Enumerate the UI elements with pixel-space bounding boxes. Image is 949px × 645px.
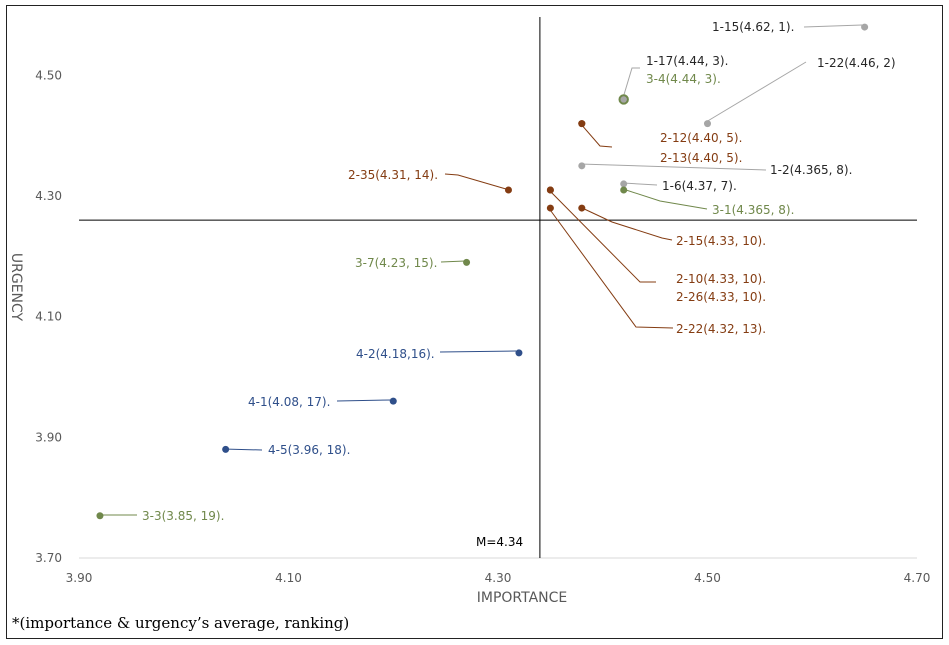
y-tick-label: 4.10 bbox=[35, 310, 62, 324]
leader-line bbox=[547, 206, 674, 329]
data-point-label: 3-1(4.365, 8). bbox=[712, 203, 794, 217]
data-point bbox=[620, 180, 628, 188]
data-point bbox=[515, 349, 523, 357]
leader-line bbox=[579, 206, 673, 241]
data-point-label: 1-17(4.44, 3). bbox=[646, 54, 728, 68]
leader-line bbox=[622, 67, 640, 99]
data-point bbox=[389, 397, 397, 405]
data-point bbox=[546, 204, 554, 212]
data-point bbox=[578, 204, 586, 212]
data-point bbox=[618, 94, 629, 105]
data-point-label: 3-4(4.44, 3). bbox=[646, 72, 721, 86]
leader-line bbox=[579, 122, 613, 148]
data-point-label: 2-12(4.40, 5). bbox=[660, 131, 742, 145]
data-point-label: 2-35(4.31, 14). bbox=[348, 168, 438, 182]
leader-line bbox=[705, 61, 807, 123]
data-point-label: 2-22(4.32, 13). bbox=[676, 322, 766, 336]
y-tick-label: 3.90 bbox=[35, 430, 62, 444]
leader-line bbox=[439, 350, 517, 353]
leader-line bbox=[622, 188, 708, 210]
data-point-label: 2-15(4.33, 10). bbox=[676, 234, 766, 248]
data-point-label: 4-1(4.08, 17). bbox=[248, 395, 330, 409]
y-axis-title: URGENCY bbox=[8, 253, 24, 322]
data-point-label: 2-26(4.33, 10). bbox=[676, 290, 766, 304]
leader-line bbox=[336, 399, 392, 402]
data-point-label: 2-13(4.40, 5). bbox=[660, 151, 742, 165]
data-point bbox=[861, 23, 869, 31]
chart-frame bbox=[6, 5, 943, 639]
data-point bbox=[578, 162, 586, 170]
y-tick-label: 4.50 bbox=[35, 68, 62, 82]
x-tick-label: 4.50 bbox=[694, 571, 721, 585]
data-point bbox=[546, 186, 554, 194]
mean-line-label: M=4.34 bbox=[476, 535, 523, 549]
leader-line bbox=[222, 448, 263, 451]
data-point-label: 1-6(4.37, 7). bbox=[662, 179, 737, 193]
data-point bbox=[96, 512, 104, 520]
leader-line bbox=[440, 260, 466, 263]
data-point bbox=[704, 120, 711, 128]
leader-line bbox=[444, 173, 507, 190]
x-tick-label: 4.70 bbox=[904, 571, 931, 585]
data-point bbox=[620, 186, 628, 194]
leader-line bbox=[622, 182, 658, 186]
data-point bbox=[578, 120, 586, 128]
data-point-label: 2-10(4.33, 10). bbox=[676, 272, 766, 286]
data-point bbox=[222, 445, 230, 453]
y-tick-label: 4.30 bbox=[35, 189, 62, 203]
data-point-label: 4-5(3.96, 18). bbox=[268, 443, 350, 457]
data-point-label: 4-2(4.18,16). bbox=[356, 347, 435, 361]
leader-line bbox=[803, 24, 863, 28]
y-tick-label: 3.70 bbox=[35, 551, 62, 565]
data-point bbox=[463, 258, 471, 266]
x-axis-title: IMPORTANCE bbox=[477, 590, 568, 606]
leader-line bbox=[547, 188, 656, 283]
data-point-label: 3-3(3.85, 19). bbox=[142, 509, 224, 523]
leader-line bbox=[579, 163, 767, 171]
data-point-label: 3-7(4.23, 15). bbox=[355, 256, 437, 270]
data-point-label: 1-2(4.365, 8). bbox=[770, 163, 852, 177]
data-point bbox=[504, 186, 512, 194]
x-tick-label: 3.90 bbox=[66, 571, 93, 585]
data-point-label: 1-15(4.62, 1). bbox=[712, 20, 794, 34]
data-point-label: 1-22(4.46, 2) bbox=[817, 56, 896, 70]
x-tick-label: 4.30 bbox=[485, 571, 512, 585]
x-tick-label: 4.10 bbox=[275, 571, 302, 585]
footnote: *(importance & urgency’s average, rankin… bbox=[12, 614, 350, 632]
